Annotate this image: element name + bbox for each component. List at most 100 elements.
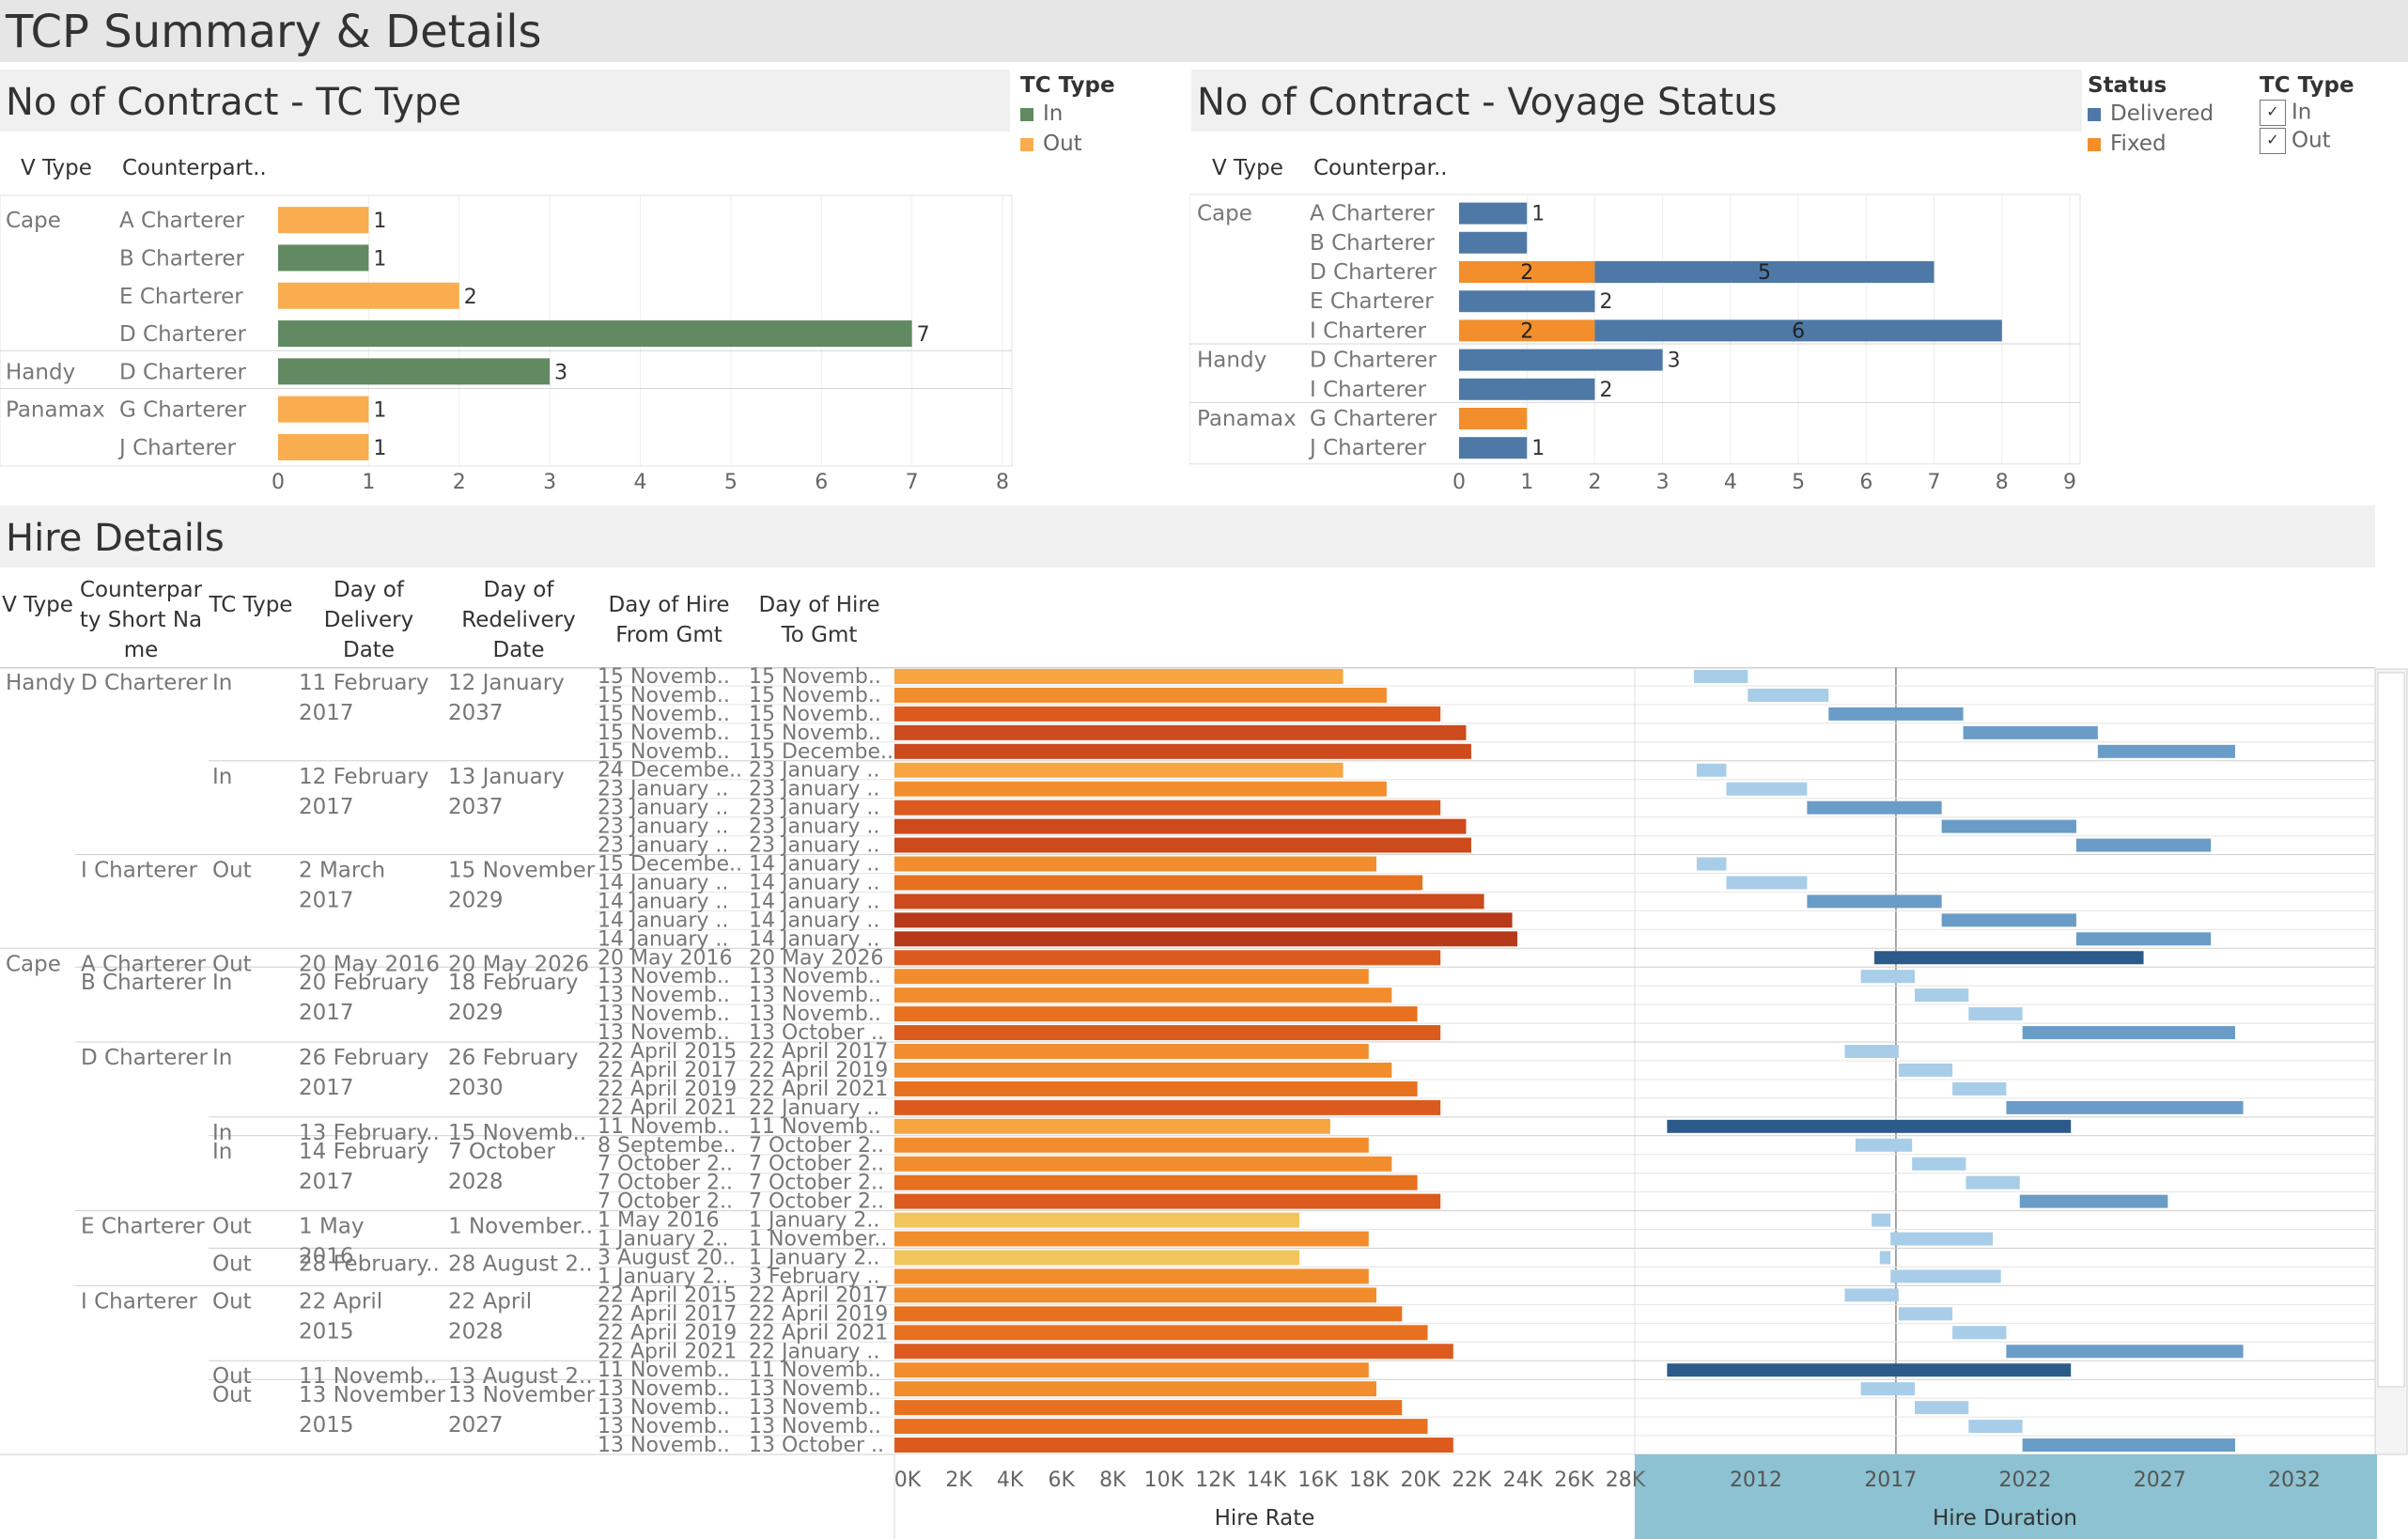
hire-cell-to: 1 January 2..	[749, 1247, 879, 1270]
hire-cell-to: 23 January ..	[749, 778, 879, 801]
legend-label-fixed: Fixed	[2110, 132, 2167, 156]
hire-cell-to: 7 October 2..	[749, 1172, 884, 1195]
hire-col-delivery: Day of Delivery Date	[323, 578, 414, 662]
hire-cell-to: 14 January ..	[749, 909, 879, 932]
filter-label-out: Out	[2291, 128, 2331, 153]
hire-cell-tc-type: Out	[212, 1364, 252, 1389]
hire-rate-bar	[894, 1325, 1428, 1341]
hire-duration-bar	[2097, 744, 2235, 758]
rate-axis-tick: 0K	[894, 1469, 922, 1492]
hire-cell-redelivery-year: 2030	[448, 1076, 504, 1100]
hire-rate-bar	[894, 1080, 1418, 1096]
chart2-bar-delivered	[1459, 349, 1663, 371]
panel-voyage-status-title: No of Contract - Voyage Status	[1197, 81, 1778, 124]
hire-rate-bar	[894, 837, 1471, 853]
hire-rate-bar	[894, 1306, 1403, 1322]
duration-axis-tick: 2022	[1998, 1469, 2051, 1492]
chart2-bar-delivered	[1459, 437, 1528, 459]
chart1-counterparty-label: E Charterer	[119, 285, 243, 309]
chart1-tick: 7	[906, 471, 919, 494]
rate-axis-tick: 8K	[1099, 1469, 1126, 1492]
hire-duration-bar	[1915, 988, 1969, 1003]
chart2-counterparty-label: E Charterer	[1310, 289, 1434, 314]
hire-cell-from: 15 Novemb..	[598, 667, 730, 689]
filter-option-out[interactable]: ✓ Out	[2260, 128, 2400, 154]
chart1-bar	[278, 282, 459, 309]
hire-duration-bar	[1844, 1288, 1899, 1302]
hire-cell-vtype: Handy	[6, 671, 75, 695]
hire-duration-bar	[1965, 1175, 2020, 1189]
legend-tc-in[interactable]: In	[1020, 101, 1180, 126]
hire-duration-bar	[1694, 669, 1748, 683]
hire-cell-from: 7 October 2..	[598, 1190, 733, 1214]
hire-rate-bar	[894, 1400, 1403, 1416]
hire-cell-redelivery: 22 April	[448, 1289, 532, 1314]
chart2-tick: 6	[1859, 471, 1872, 494]
hire-duration-bar	[1807, 894, 1942, 909]
hire-cell-delivery-year: 2015	[299, 1319, 354, 1344]
hire-cell-to: 22 April 2017	[749, 1040, 888, 1064]
chart2-vtype-label: Panamax	[1197, 407, 1297, 431]
filter-option-in[interactable]: ✓ In	[2260, 100, 2400, 126]
hire-cell-to: 20 May 2026	[749, 946, 883, 970]
legend-status-title: Status	[2088, 73, 2167, 98]
hire-cell-from: 1 May 2016	[598, 1209, 719, 1233]
hire-cell-tc-type: In	[212, 1046, 232, 1070]
hire-duration-bar	[2006, 1100, 2244, 1114]
filter-checkbox-in[interactable]: ✓	[2260, 100, 2286, 126]
chart-voyage-status[interactable]: V Type Counterpar.. Cape A Charterer B Cha…	[1189, 141, 2082, 498]
hire-duration-bar	[1828, 707, 1964, 721]
hire-duration-bar	[1890, 1232, 1994, 1246]
hire-scrollbar-thumb[interactable]	[2377, 672, 2405, 1388]
chart2-tick: 9	[2063, 471, 2076, 494]
hire-cell-vtype: Cape	[6, 952, 61, 976]
duration-axis-tick: 2027	[2134, 1469, 2186, 1492]
duration-axis-title: Hire Duration	[1933, 1506, 2077, 1531]
legend-tc-out[interactable]: Out	[1020, 132, 1180, 156]
panel-tc-type-header: No of Contract - TC Type	[0, 70, 1010, 132]
hire-rate-bar	[894, 668, 1344, 684]
chart2-vtype-label: Handy	[1197, 349, 1266, 373]
hire-cell-from: 22 April 2019	[598, 1078, 737, 1101]
hire-duration-bar	[1807, 801, 1942, 815]
hire-cell-delivery-year: 2017	[299, 701, 354, 725]
hire-cell-redelivery: 13 November	[448, 1383, 596, 1407]
hire-cell-redelivery-year: 2027	[448, 1413, 504, 1438]
chart1-counterparty-label: B Charterer	[119, 246, 245, 271]
chart2-bar-delivered	[1459, 231, 1528, 254]
dashboard-title-bar: TCP Summary & Details	[0, 0, 2408, 62]
hire-cell-delivery: 12 February	[299, 765, 429, 789]
filter-tc-type[interactable]: TC Type ✓ In ✓ Out	[2260, 73, 2400, 154]
hire-cell-to: 13 Novemb..	[749, 1003, 881, 1026]
rate-axis-tick: 12K	[1195, 1469, 1235, 1492]
chart1-vtype-label: Cape	[6, 209, 61, 233]
filter-checkbox-out[interactable]: ✓	[2260, 128, 2286, 154]
hire-cell-to: 22 April 2017	[749, 1283, 888, 1307]
hire-duration-bar	[1968, 1420, 2023, 1434]
hire-cell-delivery: 22 April	[299, 1289, 382, 1314]
hire-col-counterparty: Counterpar ty Short Na me	[79, 578, 203, 662]
legend-status-fixed[interactable]: Fixed	[2088, 132, 2247, 156]
hire-cell-from: 14 January ..	[598, 871, 728, 894]
hire-duration-bar	[1874, 951, 2144, 965]
chart-tc-type[interactable]: V Type Counterpart.. Cape A Charterer B Ch…	[0, 141, 1015, 498]
hire-cell-redelivery: 12 January	[448, 671, 565, 695]
chart1-tick: 3	[543, 471, 556, 494]
hire-rate-bar	[894, 1362, 1369, 1378]
legend-status[interactable]: Status Delivered Fixed	[2088, 73, 2247, 156]
hire-cell-from: 23 January ..	[598, 797, 728, 820]
chart2-tick: 2	[1588, 471, 1601, 494]
chart1-tick: 4	[634, 471, 647, 494]
hire-col-vtype: V Type	[2, 593, 73, 617]
hire-duration-bar	[1726, 782, 1808, 796]
hire-rate-bar	[894, 931, 1518, 947]
chart2-counterparty-label: B Charterer	[1310, 231, 1436, 256]
hire-cell-delivery-year: 2017	[299, 889, 354, 913]
legend-status-delivered[interactable]: Delivered	[2088, 101, 2247, 126]
hire-rate-bar	[894, 856, 1376, 872]
legend-tc-type[interactable]: TC Type In Out	[1020, 73, 1180, 156]
rate-axis-tick: 26K	[1554, 1469, 1594, 1492]
hire-rate-bar	[894, 1419, 1428, 1435]
panel-voyage-status-header: No of Contract - Voyage Status	[1191, 70, 2082, 132]
